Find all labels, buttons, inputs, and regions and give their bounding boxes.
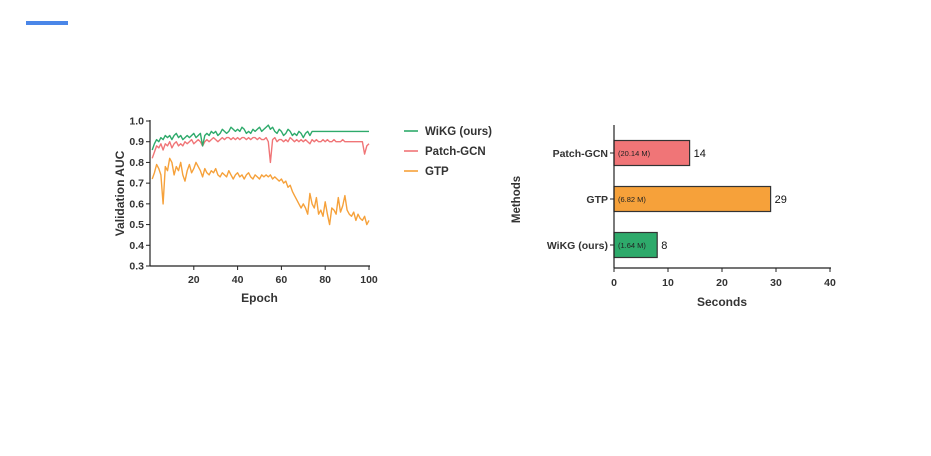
x-tick-label: 20 [716,277,728,289]
line-chart-x-ticks: 20 40 60 80 100 [188,266,378,286]
line-chart-y-ticks: 0.3 0.4 0.5 0.6 0.7 0.8 0.9 1.0 [129,116,150,273]
x-tick-label: 40 [824,277,836,289]
series-line-gtp [151,157,370,226]
y-tick-label: 1.0 [129,116,144,128]
y-tick-label: 0.8 [129,157,144,169]
line-chart-legend: WiKG (ours) Patch-GCN GTP [404,126,492,178]
line-chart-x-label: Epoch [241,291,278,305]
category-label: Patch-GCN [553,148,608,160]
bar-param-label: (20.14 M) [618,149,651,158]
bar-chart-categories: Patch-GCN GTP WiKG (ours) [547,148,614,252]
x-tick-label: 100 [360,274,378,286]
legend-label-gtp: GTP [425,166,449,178]
bar-value-label: 29 [775,194,787,206]
bar-chart: (20.14 M) 14 (6.82 M) 29 (1.64 M) 8 0 10 20 30 40… [511,125,836,309]
x-tick-label: 20 [188,274,200,286]
y-tick-label: 0.5 [129,219,144,231]
bar-param-label: (6.82 M) [618,195,646,204]
accent-bar [26,21,68,25]
legend-label-wikg: WiKG (ours) [425,126,492,138]
legend-label-patch-gcn: Patch-GCN [425,146,486,158]
line-chart-y-label: Validation AUC [113,150,127,236]
y-tick-label: 0.9 [129,136,144,148]
series-line-patch-gcn [151,136,370,164]
y-tick-label: 0.4 [129,240,144,252]
category-label: GTP [586,194,608,206]
y-tick-label: 0.3 [129,261,144,273]
x-tick-label: 60 [276,274,288,286]
y-tick-label: 0.7 [129,178,144,190]
x-tick-label: 10 [662,277,674,289]
bar-value-label: 14 [694,148,706,160]
x-tick-label: 0 [611,277,617,289]
bar-chart-x-label: Seconds [697,295,747,309]
line-chart: 0.3 0.4 0.5 0.6 0.7 0.8 0.9 1.0 20 40 60 80 100 Epo… [113,116,492,306]
x-tick-label: 40 [232,274,244,286]
bar-chart-y-label: Methods [511,176,523,223]
line-chart-series [151,124,370,226]
bar-param-label: (1.64 M) [618,241,646,250]
x-tick-label: 80 [319,274,331,286]
category-label: WiKG (ours) [547,240,608,252]
bar-value-label: 8 [661,240,667,252]
y-tick-label: 0.6 [129,198,144,210]
bar-chart-bars: (20.14 M) 14 (6.82 M) 29 (1.64 M) 8 [613,139,787,259]
bar-chart-x-ticks: 0 10 20 30 40 [611,268,836,289]
x-tick-label: 30 [770,277,782,289]
bar-gtp [613,185,772,213]
series-line-wikg-ours [151,124,369,151]
